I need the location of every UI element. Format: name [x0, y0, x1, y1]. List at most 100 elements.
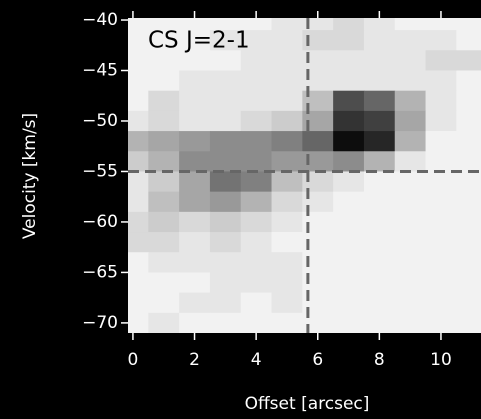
heatmap-cell — [209, 50, 242, 71]
heatmap-cell — [302, 292, 334, 314]
heatmap-cell — [148, 272, 180, 294]
heatmap-cell — [240, 191, 273, 213]
heatmap-cell — [363, 171, 396, 193]
heatmap-cell — [179, 18, 211, 31]
heatmap-cell — [302, 191, 334, 213]
heatmap-cell — [394, 272, 427, 294]
heatmap-cell — [333, 252, 365, 273]
heatmap-cell — [179, 50, 211, 71]
heatmap-cell — [209, 252, 242, 273]
heatmap-cell — [148, 70, 180, 92]
heatmap-cell — [179, 110, 211, 132]
y-axis-label: Velocity [km/s] — [20, 113, 40, 239]
heatmap-cell — [425, 151, 457, 172]
heatmap-cell — [425, 272, 457, 294]
heatmap-cell — [333, 151, 365, 172]
y-tick-label: −70 — [82, 313, 118, 333]
x-tick-label: 6 — [312, 350, 323, 370]
heatmap-cell — [271, 191, 303, 213]
overlay — [128, 18, 481, 333]
heatmap-cell — [240, 151, 273, 172]
heatmap-cell — [240, 232, 273, 253]
heatmap-cell — [209, 131, 242, 152]
heatmap-cell — [456, 191, 481, 213]
heatmap-cell — [240, 50, 273, 71]
heatmap-cell — [363, 312, 396, 333]
heatmap-cell — [394, 131, 427, 152]
heatmap-cell — [302, 50, 334, 71]
heatmap-cell — [394, 232, 427, 253]
heatmap-cell — [179, 232, 211, 253]
heatmap-cell — [394, 292, 427, 314]
heatmap-cell — [302, 70, 334, 92]
heatmap-cell — [394, 18, 427, 31]
x-tick-label: 0 — [128, 350, 139, 370]
heatmap-cell — [209, 70, 242, 92]
heatmap-cell — [425, 70, 457, 92]
heatmap-cell — [209, 232, 242, 253]
heatmap-cell — [179, 171, 211, 193]
heatmap-cell — [394, 110, 427, 132]
heatmap-cell — [302, 110, 334, 132]
heatmap-cell — [425, 171, 457, 193]
heatmap-cell — [209, 90, 242, 112]
heatmap-cell — [148, 131, 180, 152]
heatmap-cell — [179, 90, 211, 112]
heatmap-cell — [128, 191, 149, 213]
heatmap-cell — [333, 232, 365, 253]
heatmap-cell — [128, 171, 149, 193]
heatmap-cell — [425, 131, 457, 152]
heatmap-cell — [333, 292, 365, 314]
heatmap-cell — [456, 292, 481, 314]
heatmap-cell — [456, 252, 481, 273]
heatmap-cell — [363, 90, 396, 112]
heatmap-cell — [240, 312, 273, 333]
heatmap-cell — [302, 131, 334, 152]
heatmap-cell — [333, 18, 365, 31]
heatmap-cell — [363, 232, 396, 253]
heatmap-cell — [302, 312, 334, 333]
heatmap-cell — [179, 131, 211, 152]
heatmap-cell — [456, 171, 481, 193]
heatmap-cell — [271, 252, 303, 273]
heatmap-cell — [394, 191, 427, 213]
heatmap-cell — [240, 272, 273, 294]
heatmap-cell — [363, 110, 396, 132]
heatmap-cell — [128, 18, 149, 31]
heatmap-cell — [333, 272, 365, 294]
heatmap — [128, 18, 481, 333]
heatmap-cell — [128, 312, 149, 333]
heatmap-cell — [363, 131, 396, 152]
heatmap-cell — [271, 18, 303, 31]
heatmap-cell — [128, 90, 149, 112]
heatmap-cell — [148, 191, 180, 213]
heatmap-cell — [209, 30, 242, 51]
heatmap-cell — [333, 191, 365, 213]
heatmap-cell — [271, 211, 303, 233]
heatmap-cell — [148, 18, 180, 31]
heatmap-cell — [302, 90, 334, 112]
heatmap-cell — [394, 312, 427, 333]
heatmap-cell — [333, 30, 365, 51]
heatmap-cell — [240, 110, 273, 132]
heatmap-cell — [456, 312, 481, 333]
heatmap-cell — [271, 110, 303, 132]
heatmap-cell — [425, 312, 457, 333]
heatmap-cell — [179, 292, 211, 314]
heatmap-cell — [148, 151, 180, 172]
heatmap-cell — [179, 191, 211, 213]
heatmap-cell — [209, 151, 242, 172]
heatmap-cell — [363, 151, 396, 172]
panel-title: CS J=2-1 — [148, 28, 250, 54]
y-tick-label: −65 — [82, 262, 118, 282]
heatmap-cell — [456, 30, 481, 51]
heatmap-cell — [128, 30, 149, 51]
y-tick-label: −50 — [82, 111, 118, 131]
heatmap-cell — [425, 292, 457, 314]
y-tick-label: −40 — [82, 10, 118, 30]
heatmap-cell — [128, 232, 149, 253]
heatmap-cell — [240, 131, 273, 152]
heatmap-cell — [302, 151, 334, 172]
heatmap-cell — [128, 252, 149, 273]
